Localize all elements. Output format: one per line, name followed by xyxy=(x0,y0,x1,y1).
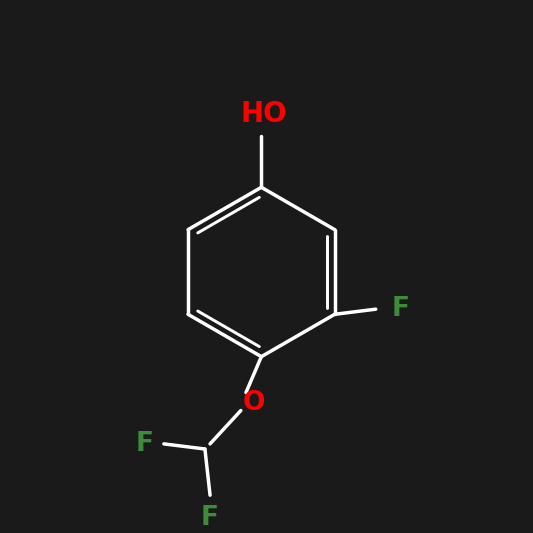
Text: F: F xyxy=(135,431,154,457)
Text: F: F xyxy=(391,296,409,322)
Text: HO: HO xyxy=(240,100,287,128)
Text: O: O xyxy=(243,390,265,416)
Text: F: F xyxy=(201,505,219,531)
